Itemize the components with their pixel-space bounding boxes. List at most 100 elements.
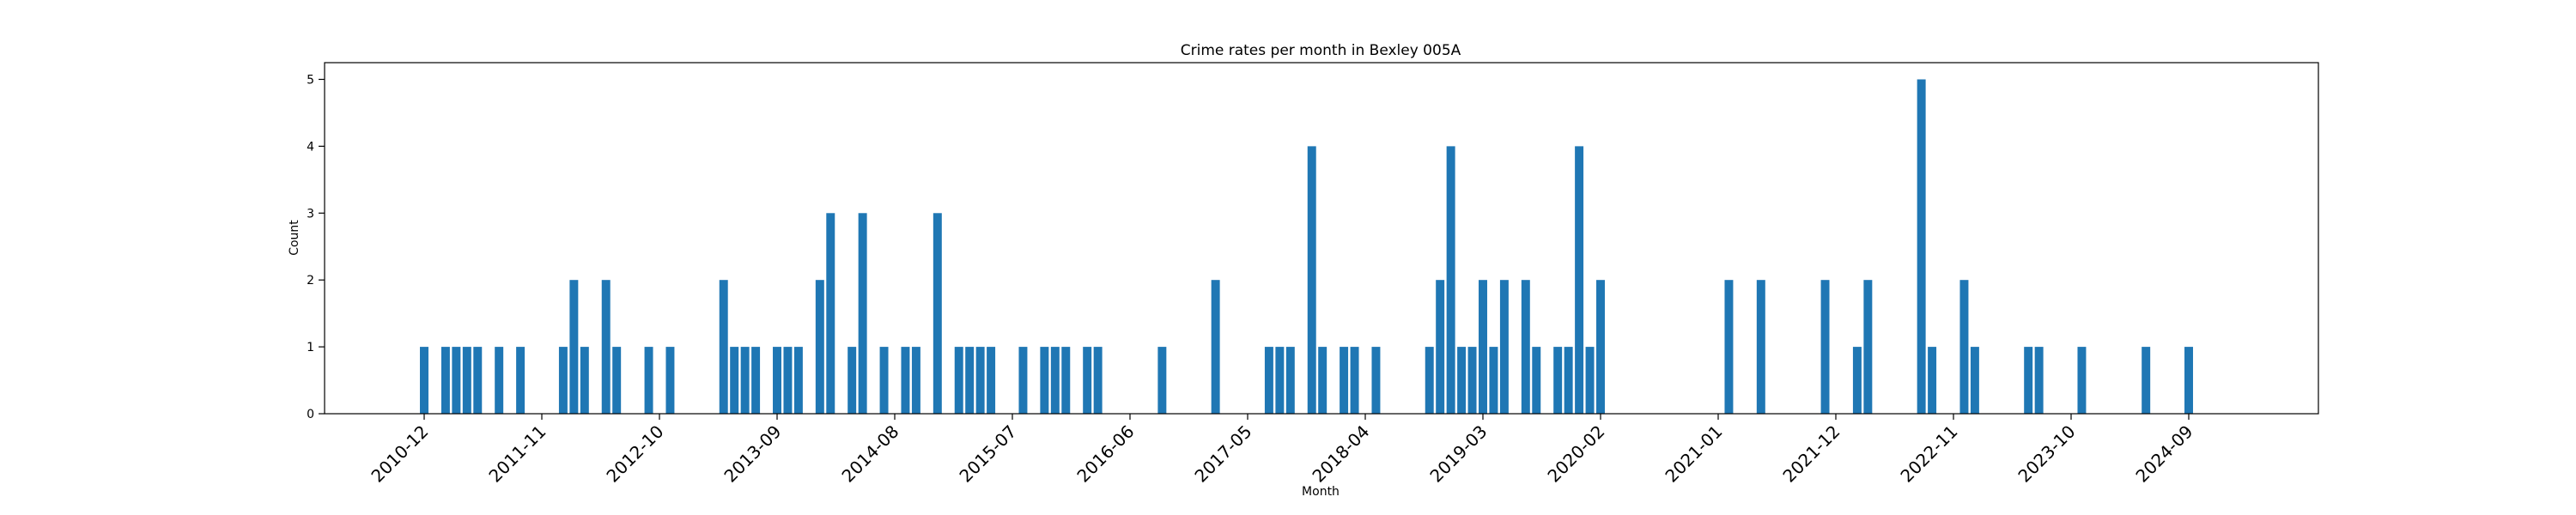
bar-2023-01 [1970,347,1979,414]
x-tick-label: 2010-12 [367,421,432,487]
bar-2022-08 [1917,79,1926,414]
bar-2023-07 [2034,347,2044,414]
bar-2018-11 [1436,280,1445,414]
x-tick-label: 2021-01 [1661,421,1726,487]
bar-2013-09 [773,347,781,414]
bar-2014-04 [848,347,857,414]
bar-2013-07 [751,347,761,414]
bar-2016-03 [1093,347,1103,414]
x-tick-label: 2017-05 [1190,421,1255,487]
y-axis: 0 1 2 3 4 5 [307,73,325,421]
bar-2018-05 [1371,347,1381,414]
bar-2014-01 [815,280,824,414]
bar-2012-03 [580,347,589,414]
bar-2016-02 [1083,347,1092,414]
bar-2021-02 [1724,280,1734,414]
x-tick-label: 2013-09 [720,421,785,487]
plot-frame [324,62,2319,415]
bar-2021-05 [1756,280,1765,414]
x-tick-label: 2019-03 [1425,421,1491,487]
bar-2013-04 [719,280,728,414]
bar-2017-09 [1285,347,1295,414]
bar-2015-11 [1050,347,1060,414]
y-tick-label: 4 [307,140,314,154]
x-axis: 2010-12 2011-11 2012-10 2013-09 2014-08 2015-… [367,414,2197,487]
bar-2018-10 [1425,347,1434,414]
bar-2019-05 [1499,280,1509,414]
bar-2017-08 [1275,347,1285,414]
bar-2014-07 [879,347,889,414]
bar-2015-12 [1061,347,1071,414]
y-tick-label: 1 [307,341,314,354]
y-tick-label: 0 [307,408,314,421]
bar-2011-02 [440,347,450,414]
bar-2018-02 [1340,347,1349,414]
x-axis-label: Month [1302,485,1340,499]
x-tick-label: 2014-08 [837,421,902,487]
chart-title: Crime rates per month in Bexley 005A [1181,42,1461,59]
bar-2022-09 [1928,347,1937,414]
bar-2014-10 [911,347,920,414]
bar-2019-07 [1521,280,1530,414]
bars-group [420,79,2193,414]
bar-2011-07 [495,347,504,414]
bar-2019-03 [1479,280,1487,414]
bar-2011-04 [462,347,471,414]
bar-2010-12 [420,347,428,414]
bar-2022-03 [1863,280,1873,414]
x-tick-label: 2020-02 [1543,421,1608,487]
bar-2013-06 [740,347,750,414]
x-tick-label: 2022-11 [1896,421,1961,487]
bar-2012-11 [665,347,675,414]
bar-2020-02 [1596,280,1605,414]
bar-2013-10 [783,347,793,414]
bar-2017-02 [1211,280,1220,414]
bar-2024-05 [2142,347,2151,414]
bar-2022-02 [1852,347,1862,414]
bar-2014-05 [858,213,867,414]
bar-2011-03 [452,347,461,414]
x-tick-label: 2012-10 [602,421,667,487]
bar-2023-06 [2024,347,2033,414]
bar-2023-11 [2077,347,2087,414]
bar-2012-05 [601,280,611,414]
bar-2013-11 [793,347,803,414]
bar-2022-12 [1959,280,1969,414]
bar-2019-02 [1467,347,1477,414]
bar-2014-09 [901,347,910,414]
bar-2018-12 [1446,146,1455,414]
bar-2011-09 [516,347,526,414]
bar-2017-12 [1318,347,1327,414]
bar-2014-02 [826,213,835,414]
bar-2019-08 [1532,347,1541,414]
y-axis-label: Count [288,220,301,256]
x-tick-label: 2024-09 [2131,421,2196,487]
x-tick-label: 2016-06 [1072,421,1138,487]
bar-2019-12 [1575,146,1584,414]
x-tick-label: 2011-11 [484,421,550,487]
x-tick-label: 2015-07 [955,421,1020,487]
bar-2017-11 [1307,146,1316,414]
bar-2015-05 [987,347,996,414]
y-tick-label: 5 [307,73,314,87]
bar-2019-10 [1553,347,1563,414]
bar-2013-05 [730,347,739,414]
y-tick-label: 3 [307,207,314,221]
bar-2017-07 [1264,347,1273,414]
bar-2015-02 [954,347,963,414]
bar-2011-05 [473,347,483,414]
x-tick-label: 2018-04 [1308,421,1373,487]
bar-2012-06 [612,347,622,414]
bar-2024-09 [2184,347,2193,414]
bar-2019-04 [1489,347,1498,414]
bar-2019-01 [1457,347,1467,414]
bar-2012-02 [569,280,579,414]
x-tick-label: 2021-12 [1778,421,1844,487]
y-tick-label: 2 [307,274,314,288]
bar-2019-11 [1564,347,1573,414]
bar-2015-04 [975,347,985,414]
bar-2012-09 [644,347,653,414]
bar-2015-08 [1018,347,1028,414]
x-tick-label: 2023-10 [2014,421,2079,487]
